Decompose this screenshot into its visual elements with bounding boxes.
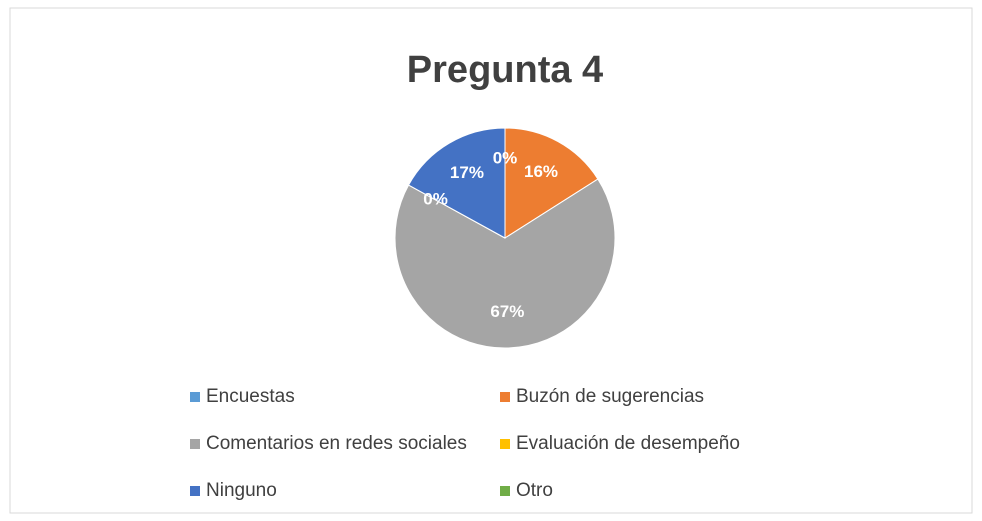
legend-swatch xyxy=(500,439,510,449)
legend-label: Buzón de sugerencias xyxy=(516,386,704,407)
legend-label: Encuestas xyxy=(206,386,295,407)
data-label: 67% xyxy=(490,302,524,321)
pie-slice xyxy=(394,178,616,349)
legend-swatch xyxy=(190,392,200,402)
legend-label: Otro xyxy=(516,480,553,501)
legend-label: Evaluación de desempeño xyxy=(516,433,740,454)
data-label: 16% xyxy=(524,162,558,181)
chart-title: Pregunta 4 xyxy=(407,49,603,91)
legend-swatch xyxy=(500,486,510,496)
pie-slice xyxy=(504,127,599,239)
legend-label: Ninguno xyxy=(206,480,277,501)
data-label: 0% xyxy=(423,189,448,208)
data-label: 17% xyxy=(450,163,484,182)
legend-swatch xyxy=(190,486,200,496)
legend-swatch xyxy=(500,392,510,402)
legend-swatch xyxy=(190,439,200,449)
data-label: 0% xyxy=(493,148,518,167)
pie-slice xyxy=(407,127,506,239)
legend-label: Comentarios en redes sociales xyxy=(206,433,467,454)
